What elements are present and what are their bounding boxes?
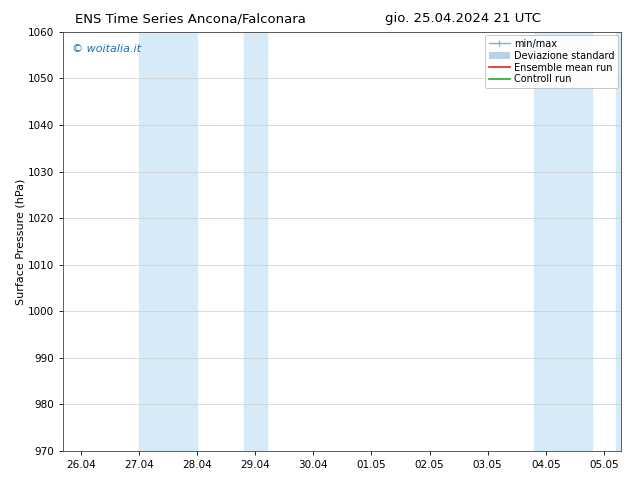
Text: © woitalia.it: © woitalia.it	[72, 45, 141, 54]
Text: ENS Time Series Ancona/Falconara: ENS Time Series Ancona/Falconara	[75, 12, 306, 25]
Bar	[616, 32, 634, 451]
Legend: min/max, Deviazione standard, Ensemble mean run, Controll run: min/max, Deviazione standard, Ensemble m…	[485, 35, 618, 88]
Bar	[243, 32, 267, 451]
Bar	[534, 32, 592, 451]
Bar	[139, 32, 197, 451]
Y-axis label: Surface Pressure (hPa): Surface Pressure (hPa)	[15, 178, 25, 304]
Text: gio. 25.04.2024 21 UTC: gio. 25.04.2024 21 UTC	[385, 12, 541, 25]
